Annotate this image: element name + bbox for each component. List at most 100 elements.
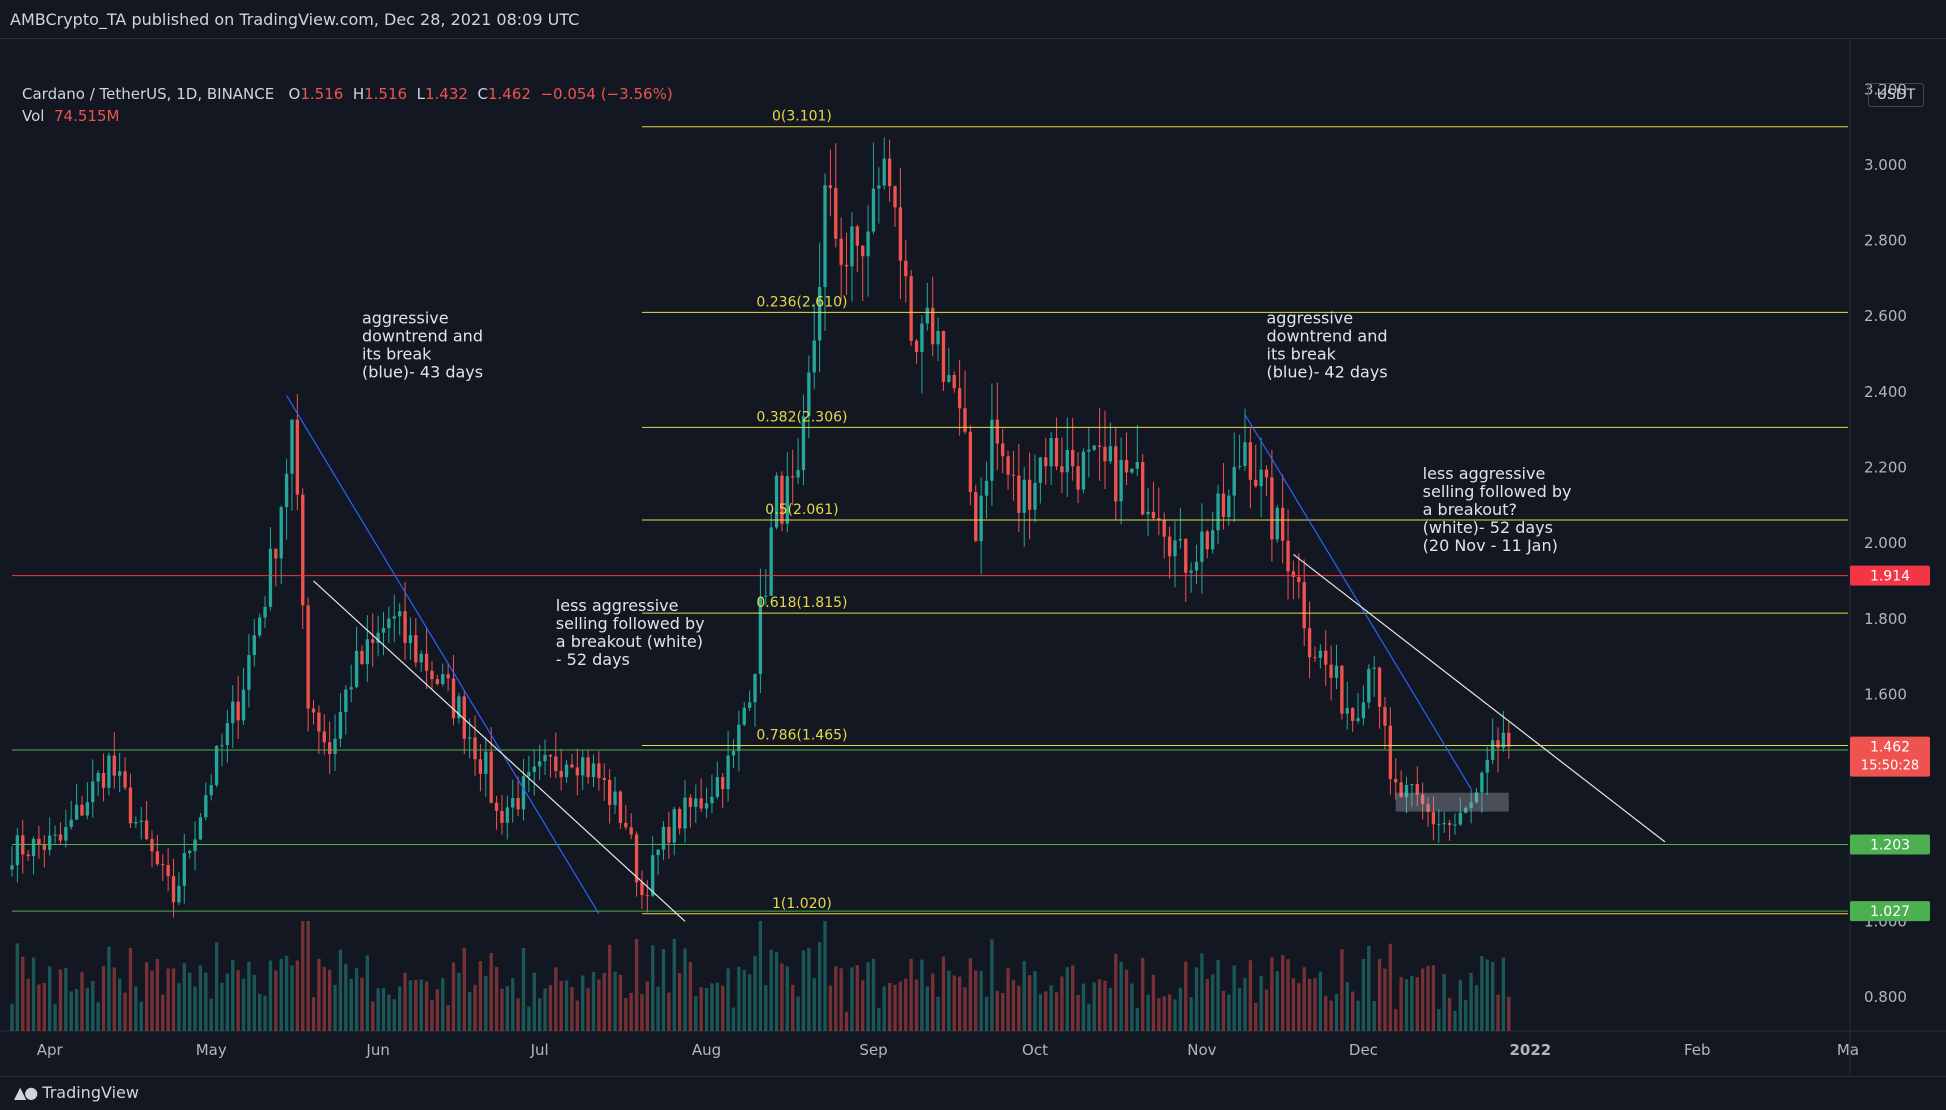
volume-bar [920, 959, 924, 1031]
candle-body [1485, 759, 1489, 773]
candle-body [1054, 438, 1059, 467]
candle-body [91, 781, 95, 803]
candle-body [887, 158, 892, 187]
annotation-text: less aggressive selling followed by a brea… [556, 596, 705, 669]
volume-bar [866, 962, 870, 1031]
volume-bar [48, 966, 52, 1031]
candle-body [683, 797, 687, 829]
volume-bar [1097, 979, 1102, 1031]
volume-bar [1340, 949, 1344, 1031]
footer: ▲● TradingView [0, 1076, 1946, 1110]
volume-bar [1415, 977, 1419, 1031]
candle-body [1162, 519, 1166, 537]
candle-body [252, 635, 256, 656]
volume-bar [1232, 965, 1236, 1031]
candle-body [430, 670, 434, 680]
candle-body [747, 702, 752, 708]
volume-bar [974, 970, 978, 1031]
candle-body [796, 470, 800, 478]
candle-body [80, 804, 84, 816]
volume-bar [877, 1007, 881, 1031]
volume-bar [581, 975, 585, 1031]
volume-bar [462, 947, 466, 1031]
volume-bar [451, 962, 456, 1031]
volume-bar [618, 974, 623, 1031]
candle-body [484, 751, 488, 774]
volume-bar [780, 963, 784, 1031]
candle-body [570, 764, 574, 768]
volume-bar [166, 968, 170, 1031]
candle-body [823, 185, 827, 288]
volume-bar [274, 970, 278, 1031]
candle-body [371, 639, 375, 643]
volume-bar [225, 973, 230, 1031]
symbol-legend: Cardano / TetherUS, 1D, BINANCE O1.516 H… [22, 83, 673, 127]
volume-bar [634, 938, 639, 1031]
volume-bar [521, 947, 526, 1031]
fib-level-label: 0.382(2.306) [756, 409, 847, 425]
candle-body [193, 839, 197, 852]
candle-body [511, 797, 515, 808]
volume-bar [688, 961, 693, 1031]
candle-body [26, 854, 30, 857]
change-value: −0.054 (−3.56%) [540, 85, 673, 103]
volume-bar [414, 979, 418, 1031]
annotation-line: aggressive [362, 309, 449, 328]
volume-bar [1399, 977, 1403, 1031]
candle-body [780, 475, 784, 524]
candle-body [85, 802, 90, 816]
volume-bar [1388, 943, 1393, 1031]
volume-bar [898, 981, 903, 1031]
volume-bar [198, 965, 203, 1031]
volume-bar [1167, 994, 1172, 1031]
volume-bar [1205, 979, 1209, 1031]
volume-bar [1210, 974, 1215, 1031]
volume-bar [947, 970, 951, 1031]
candle-body [715, 777, 719, 797]
candle-body [1081, 451, 1086, 490]
volume-bar [548, 985, 553, 1031]
volume-bar [1442, 973, 1446, 1031]
volume-bar [1350, 991, 1355, 1031]
candle-body [629, 827, 633, 835]
currency-button[interactable]: USDT [1868, 83, 1924, 107]
volume-bar [478, 961, 483, 1031]
price-chart[interactable]: 3.200 3.000 2.800 2.600 2.400 2.200 2.000 1.800… [0, 39, 1946, 1077]
candle-body [645, 895, 650, 897]
candle-body [344, 689, 348, 713]
volume-bar [1178, 987, 1183, 1031]
candle-body [1437, 824, 1441, 826]
candle-body [586, 757, 590, 778]
candle-body [753, 674, 757, 703]
volume-bar [467, 991, 472, 1031]
volume-bar [268, 960, 273, 1031]
y-tick-label: 2.400 [1864, 383, 1907, 401]
candle-body [607, 779, 612, 805]
tradingview-brand[interactable]: ▲● TradingView [14, 1083, 139, 1102]
candle-body [53, 834, 57, 836]
volume-bar [1103, 980, 1107, 1031]
candle-body [1006, 456, 1010, 475]
volume-bar [511, 978, 515, 1031]
candle-body [1334, 665, 1339, 678]
volume-bar [828, 985, 833, 1031]
volume-bar [1011, 979, 1016, 1031]
y-tick-label: 0.800 [1864, 988, 1907, 1006]
volume-bar [1286, 959, 1290, 1031]
low-value: 1.432 [424, 85, 468, 103]
chart-frame[interactable]: 3.200 3.000 2.800 2.600 2.400 2.200 2.000 1.800… [0, 38, 1946, 1077]
volume-bar [737, 966, 741, 1031]
candle-body [785, 476, 789, 524]
volume-value: 74.515M [54, 107, 120, 125]
volume-bar [1431, 965, 1436, 1031]
volume-bar [371, 1001, 375, 1031]
symbol-name[interactable]: Cardano / TetherUS, 1D, BINANCE [22, 85, 275, 103]
volume-bar [731, 1007, 736, 1031]
volume-bar [1361, 959, 1366, 1031]
volume-bar [15, 943, 20, 1031]
volume-label: Vol [22, 107, 45, 125]
volume-bar [527, 1006, 531, 1031]
candle-body [591, 763, 596, 778]
candle-body [1442, 823, 1446, 825]
volume-bar [1383, 968, 1387, 1031]
